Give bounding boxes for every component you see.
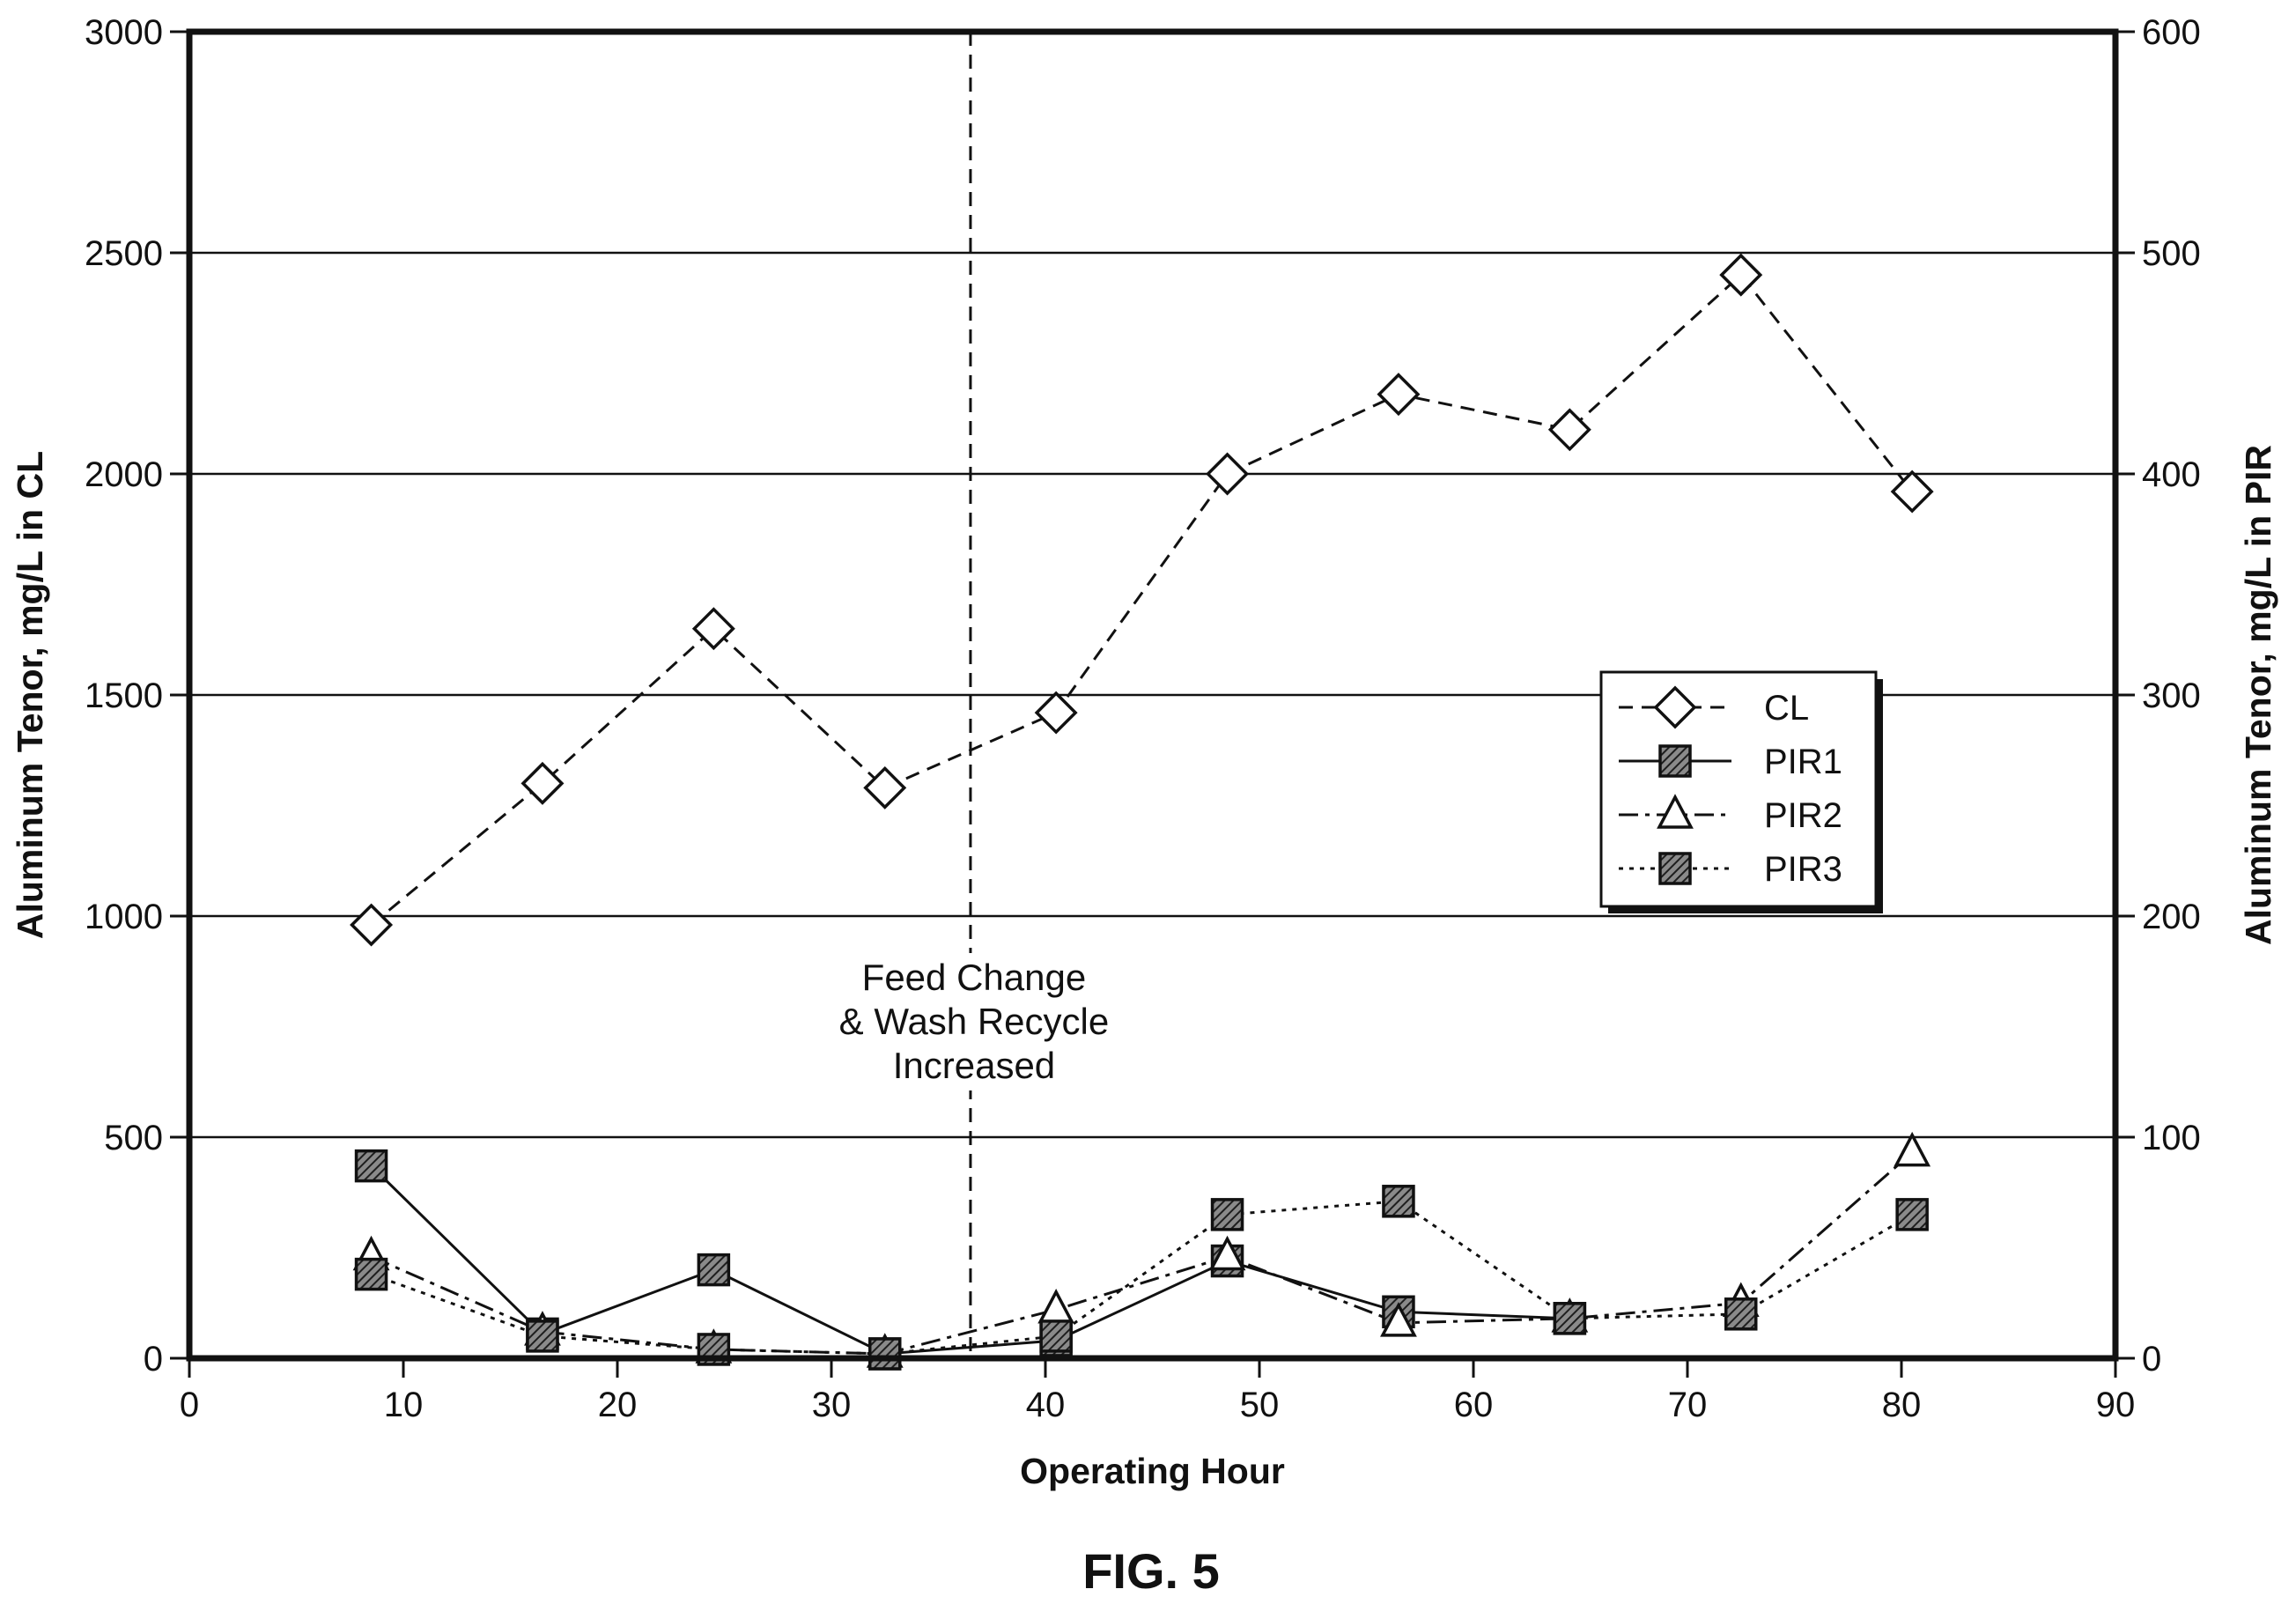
y-left-tick-label: 2000: [85, 455, 163, 494]
y-axis-left-title: Aluminum Tenor, mg/L in CL: [10, 451, 50, 939]
series-markers: [350, 253, 1934, 1371]
legend-marker-pir3: [1658, 852, 1692, 885]
y-right-tick-label: 300: [2142, 676, 2201, 715]
data-point-cl: [1206, 452, 1250, 496]
figure-label: FIG. 5: [1082, 1543, 1220, 1599]
data-point-pir3: [1895, 1198, 1929, 1231]
data-point-pir3: [1382, 1185, 1415, 1218]
y-left-tick-label: 1500: [85, 676, 163, 715]
data-point-cl: [1890, 469, 1934, 514]
data-point-pir3: [1210, 1198, 1244, 1231]
data-point-pir2: [1208, 1235, 1246, 1271]
data-point-pir2: [1894, 1131, 1931, 1167]
x-tick-label: 10: [384, 1386, 424, 1424]
legend-marker-cl: [1653, 685, 1697, 729]
data-point-pir3: [1553, 1302, 1587, 1335]
x-tick-label: 0: [180, 1386, 199, 1424]
x-tick-label: 80: [1882, 1386, 1922, 1424]
annotation-text-line-3: Increased: [893, 1045, 1055, 1086]
data-point-pir3: [1724, 1297, 1758, 1331]
data-point-pir2: [1380, 1302, 1417, 1337]
data-point-pir3: [868, 1337, 902, 1371]
series-line-pir3: [371, 1200, 1913, 1356]
y-right-tick-label: 100: [2142, 1119, 2201, 1157]
y-left-tick-label: 3000: [85, 13, 163, 52]
annotation: Feed Change & Wash Recycle Increased: [811, 32, 1129, 1358]
series-line-pir2: [370, 1151, 1914, 1356]
y-left-tick-label: 500: [104, 1119, 163, 1157]
data-point-cl: [1034, 691, 1078, 735]
x-tick-label: 60: [1454, 1386, 1494, 1424]
data-point-cl: [863, 765, 907, 809]
y-right-tick-label: 0: [2142, 1340, 2161, 1379]
legend-box: [1599, 670, 1878, 908]
data-point-cl: [691, 607, 735, 651]
data-point-pir2: [1037, 1289, 1075, 1324]
data-point-pir1: [697, 1253, 731, 1287]
data-point-cl: [1547, 408, 1591, 452]
x-tick-label: 30: [812, 1386, 852, 1424]
x-axis-title: Operating Hour: [1020, 1451, 1285, 1491]
series-lines: [370, 272, 1914, 1356]
x-tick-label: 40: [1026, 1386, 1066, 1424]
series-line-cl: [370, 272, 1914, 927]
x-tick-label: 70: [1668, 1386, 1708, 1424]
data-point-pir3: [354, 1257, 388, 1291]
data-point-cl: [1719, 253, 1763, 297]
series-line-pir1: [370, 1164, 1570, 1356]
legend-marker-pir2: [1657, 794, 1694, 829]
x-tick-label: 20: [598, 1386, 638, 1424]
data-point-pir1: [354, 1149, 388, 1183]
legend-label-pir3: PIR3: [1764, 850, 1842, 889]
y-right-tick-label: 500: [2142, 234, 2201, 273]
data-point-pir3: [1039, 1319, 1073, 1353]
annotation-text-line-1: Feed Change: [862, 957, 1087, 998]
y-axis-right-title: Aluminum Tenor, mg/L in PIR: [2238, 445, 2278, 945]
data-point-cl: [1377, 373, 1421, 417]
y-left-tick-label: 0: [144, 1340, 163, 1379]
legend-marker-pir1: [1658, 744, 1692, 778]
y-left-tick-label: 1000: [85, 898, 163, 936]
y-right-tick-label: 200: [2142, 898, 2201, 936]
legend-label-cl: CL: [1764, 689, 1809, 728]
data-point-pir3: [526, 1319, 559, 1353]
x-tick-label: 50: [1240, 1386, 1280, 1424]
annotation-text-background: [811, 953, 1129, 1090]
x-tick-label: 90: [2096, 1386, 2136, 1424]
gridlines: [189, 251, 2115, 1139]
legend-label-pir1: PIR1: [1764, 743, 1842, 781]
data-point-cl: [520, 761, 565, 805]
x-axis-ticks: 0 10 20 30 40 50 60 70 80 90: [180, 1358, 2135, 1424]
y-axis-right-ticks: 0 100 200 300 400 500 600: [2115, 13, 2201, 1379]
annotation-text-line-2: & Wash Recycle: [839, 1001, 1110, 1042]
y-right-tick-label: 400: [2142, 455, 2201, 494]
y-left-tick-label: 2500: [85, 234, 163, 273]
y-right-tick-label: 600: [2142, 13, 2201, 52]
data-point-cl: [350, 903, 394, 947]
legend-label-pir2: PIR2: [1764, 796, 1842, 835]
legend: CL PIR1 PIR2 PIR3: [1599, 670, 1883, 913]
y-axis-left-ticks: 0 500 1000 1500 2000 2500 3000: [85, 13, 189, 1379]
